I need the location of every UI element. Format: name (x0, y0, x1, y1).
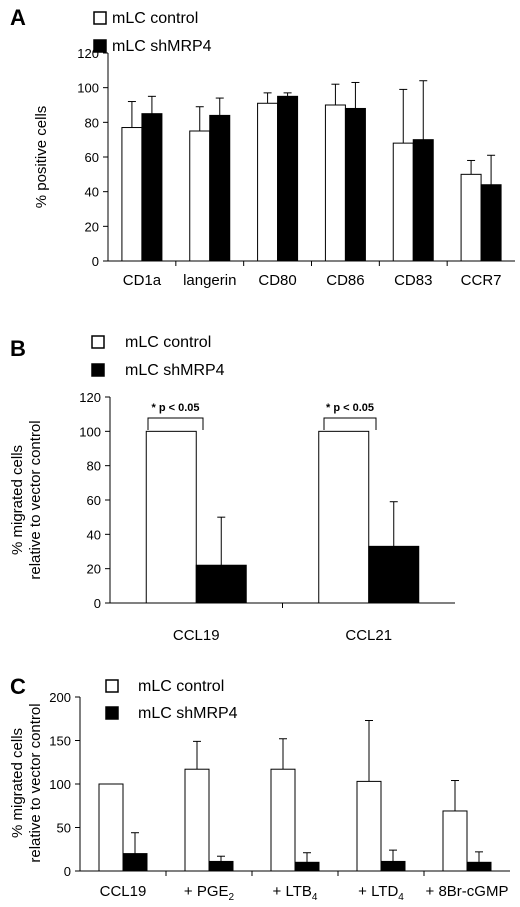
legend-swatch (91, 363, 105, 377)
bar-shmrp4 (294, 861, 320, 872)
bar-control (184, 768, 210, 872)
y-tick-label: 20 (87, 562, 101, 577)
significance-label: * p < 0.05 (151, 402, 199, 414)
bar-shmrp4 (277, 95, 299, 262)
bar-shmrp4 (466, 861, 492, 872)
x-tick-label-subscript: 2 (229, 892, 235, 903)
y-tick-label: 0 (94, 596, 101, 611)
y-tick-label: 20 (85, 219, 99, 234)
x-tick-label-subscript: 4 (312, 892, 318, 903)
legend-label: mLC shMRP4 (125, 362, 225, 379)
x-tick-label: CD83 (394, 272, 432, 289)
significance-label: * p < 0.05 (326, 402, 374, 414)
bar-control (145, 430, 197, 604)
bar-shmrp4 (195, 564, 247, 604)
x-tick-label: + LTB4 (273, 883, 318, 903)
y-tick-label: 40 (87, 527, 101, 542)
y-tick-label: 60 (85, 150, 99, 165)
legend: mLC control mLC shMRP4 (105, 678, 238, 722)
x-tick-label-base: CCL19 (100, 883, 147, 900)
x-tick-label: + PGE2 (184, 883, 235, 903)
bar-shmrp4 (412, 139, 434, 262)
legend: mLC control mLC shMRP4 (91, 334, 225, 379)
x-tick-label-subscript: 4 (398, 892, 404, 903)
bar-shmrp4 (122, 853, 148, 872)
y-tick-label: 60 (87, 493, 101, 508)
y-axis-label: relative to vector control (27, 420, 44, 579)
bar-control (460, 173, 482, 262)
x-tick-label-base: + PGE (184, 883, 229, 900)
legend-swatch (93, 11, 107, 25)
x-tick-label: CD86 (326, 272, 364, 289)
bar-shmrp4 (480, 184, 502, 262)
bar-control (442, 810, 468, 872)
x-tick-label: + 8Br-cGMP (426, 883, 509, 900)
y-tick-label: 150 (49, 734, 71, 749)
y-tick-label: 80 (85, 115, 99, 130)
y-tick-label: 120 (79, 390, 101, 405)
bar-control (318, 430, 370, 604)
legend-swatch (105, 706, 119, 720)
panel-letter: C (10, 674, 26, 699)
bar-control (392, 142, 414, 262)
legend: mLC control mLC shMRP4 (93, 10, 212, 55)
legend-swatch (105, 679, 119, 693)
y-tick-label: 0 (64, 864, 71, 879)
x-tick-label-base: + LTD (358, 883, 398, 900)
bar-shmrp4 (380, 860, 406, 872)
x-tick-label: CCR7 (461, 272, 502, 289)
bar-shmrp4 (209, 114, 231, 262)
bar-shmrp4 (368, 545, 420, 604)
x-tick-label: CCL21 (345, 627, 392, 644)
bar-control (98, 783, 124, 872)
x-tick-label-base: + 8Br-cGMP (426, 883, 509, 900)
y-tick-label: 50 (57, 821, 71, 836)
y-tick-label: 80 (87, 459, 101, 474)
panel-letter: A (10, 5, 26, 30)
legend-swatch (91, 335, 105, 349)
y-tick-label: 200 (49, 690, 71, 705)
legend-label: mLC shMRP4 (138, 705, 238, 722)
y-tick-label: 40 (85, 185, 99, 200)
bar-control (257, 102, 279, 262)
y-tick-label: 100 (49, 777, 71, 792)
legend-swatch (93, 39, 107, 53)
bar-control (270, 768, 296, 872)
x-tick-label: CD80 (258, 272, 296, 289)
y-tick-label: 120 (77, 46, 99, 61)
legend-label: mLC control (125, 334, 211, 351)
y-tick-label: 100 (79, 424, 101, 439)
bar-control (356, 780, 382, 872)
legend-label: mLC control (112, 10, 198, 27)
bar-control (189, 130, 211, 262)
x-tick-label-base: + LTB (273, 883, 312, 900)
y-axis-label: % positive cells (33, 106, 50, 209)
y-axis-label: % migrated cells (9, 445, 26, 555)
panel-letter: B (10, 336, 26, 361)
bar-shmrp4 (344, 107, 366, 262)
x-tick-label: CD1a (123, 272, 162, 289)
bar-shmrp4 (208, 860, 234, 872)
y-axis-label: relative to vector control (27, 703, 44, 862)
legend-label: mLC shMRP4 (112, 38, 212, 55)
bar-control (324, 104, 346, 262)
bar-control (121, 127, 143, 262)
x-tick-label: CCL19 (100, 883, 147, 900)
y-tick-label: 0 (92, 254, 99, 269)
x-tick-label: + LTD4 (358, 883, 404, 903)
y-axis-label: % migrated cells (9, 728, 26, 838)
legend-label: mLC control (138, 678, 224, 695)
y-tick-label: 100 (77, 81, 99, 96)
x-tick-label: CCL19 (173, 627, 220, 644)
bar-shmrp4 (141, 113, 163, 262)
significance-bracket (147, 417, 204, 430)
x-tick-label: langerin (183, 272, 236, 289)
significance-bracket (323, 417, 377, 430)
